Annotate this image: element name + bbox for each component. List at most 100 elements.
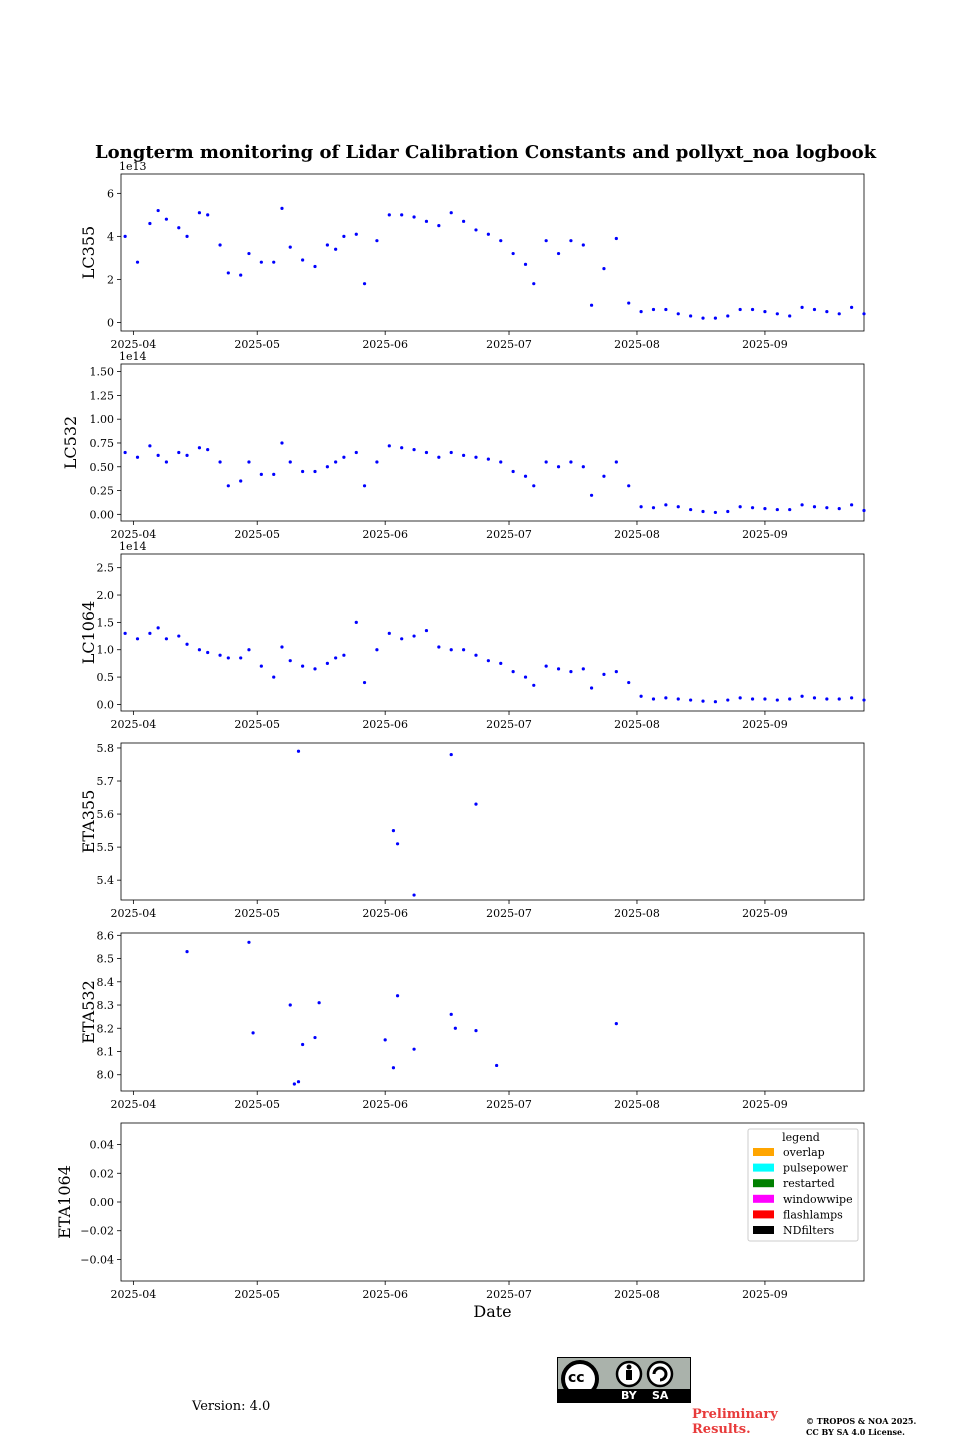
data-point [750,506,755,510]
y-tick-label: 0 [107,316,114,329]
data-point [185,234,189,238]
y-tick-label: 8.2 [97,1022,115,1035]
y-tick-label: 0.50 [90,461,115,474]
data-point [395,994,400,998]
data-point [437,224,441,228]
data-point [296,749,301,753]
data-point [301,469,305,474]
y-tick-label: 0.02 [90,1167,115,1180]
y-tick-label: 6 [107,187,114,200]
panel-lc1064: 2025-04 2025-05 2025-06 2025-07 2025-08 2025-… [79,540,866,731]
x-tick-label: 2025-09 [742,1098,788,1111]
y-axis-label: ETA532 [79,980,98,1044]
data-point [135,637,140,641]
data-point [511,469,515,474]
y-tick-label: 5.8 [97,742,115,755]
data-point [812,696,817,700]
data-point [726,314,730,318]
y-tick-label: 2.5 [97,562,115,575]
data-point [639,310,643,314]
panel-eta532: 2025-04 2025-05 2025-06 2025-07 2025-08 2025-… [79,929,865,1111]
data-point [177,450,181,455]
data-point [400,446,404,450]
data-point [639,694,643,698]
y-tick-label: 8.3 [97,999,115,1012]
y-tick-label: 0.00 [90,1196,115,1209]
data-point [474,653,478,657]
data-point [156,453,160,457]
data-point [226,271,230,275]
data-point [156,626,160,630]
data-point [259,472,263,476]
preliminary-notice: Preliminary Results. [692,1407,778,1437]
legend-box [747,1128,859,1242]
data-point [177,634,181,638]
axes-frame [120,932,865,1092]
data-point [296,1080,301,1084]
x-axis-label: Date [473,1302,511,1321]
data-point [664,503,668,507]
data-point [800,694,804,698]
x-tick-label: 2025-05 [234,907,280,920]
data-point [581,667,585,671]
preliminary-line-2: Results. [692,1422,751,1437]
x-tick-label: 2025-05 [234,1288,280,1301]
axes-frame [120,173,865,332]
data-point [523,675,528,679]
data-point [602,267,606,271]
data-point [387,631,391,635]
data-point [313,1035,317,1040]
share-alike-icon [646,1360,674,1388]
x-tick-label: 2025-06 [362,1098,408,1111]
data-point [651,307,656,312]
data-point [825,697,829,701]
x-tick-label: 2025-07 [486,718,532,731]
y-axis-label: ETA1064 [55,1165,74,1239]
x-tick-label: 2025-06 [362,528,408,541]
data-point [581,465,585,469]
data-point [689,314,693,318]
data-point [449,648,453,652]
data-point [627,301,631,305]
data-point [325,243,329,247]
data-point [850,503,854,507]
data-point [354,620,358,624]
x-tick-label: 2025-04 [111,1288,157,1301]
data-point [862,698,866,702]
data-point [651,506,656,510]
data-point [135,260,140,264]
data-point [556,465,561,469]
data-point [738,505,742,509]
data-point [788,697,792,701]
y-tick-label: 0.04 [90,1139,115,1152]
data-point [532,484,536,488]
y-axis-label: LC355 [79,226,98,279]
data-point [556,251,561,256]
data-point [325,661,329,666]
x-tick-label: 2025-07 [486,528,532,541]
data-point [449,211,453,215]
version-label: Version: 4.0 [192,1399,271,1414]
data-point [800,305,804,309]
copyright-line-1: © TROPOS & NOA 2025. [806,1416,917,1426]
data-point [206,213,210,217]
x-tick-label: 2025-07 [486,1288,532,1301]
data-point [288,460,292,464]
x-tick-label: 2025-05 [234,528,280,541]
data-point [701,509,705,514]
offset-text: 1e14 [119,350,147,363]
preliminary-line-1: Preliminary [692,1407,778,1422]
x-tick-label: 2025-05 [234,1098,280,1111]
data-point [775,507,779,512]
y-tick-label: 8.6 [97,929,115,942]
data-point [676,312,680,316]
data-point [218,653,222,657]
cc-by-sa-license-badge: cc BY SA [557,1357,691,1403]
x-tick-label: 2025-04 [111,907,157,920]
legend-entry-windowwipe: windowwipe [783,1193,853,1206]
data-point [259,260,263,264]
data-point [589,303,594,307]
cc-sa-label: SA [652,1389,669,1402]
legend-title: legend [782,1131,820,1144]
data-point [453,1026,457,1030]
